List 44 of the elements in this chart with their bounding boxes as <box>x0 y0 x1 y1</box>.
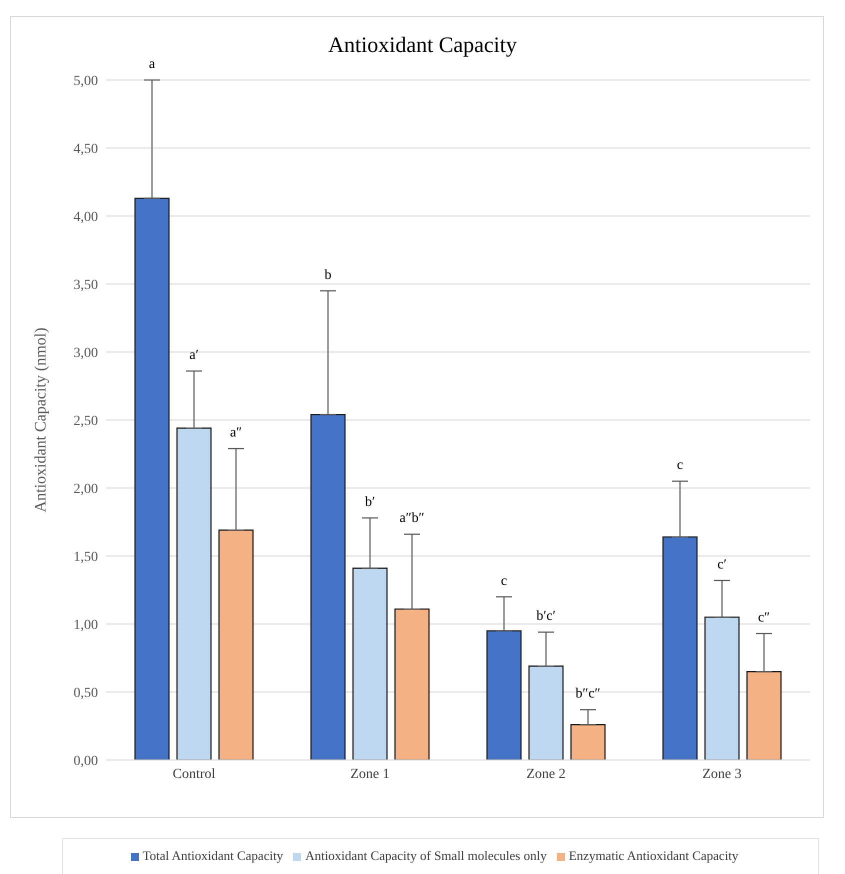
bar <box>134 198 170 760</box>
bar <box>218 530 254 760</box>
legend-label: Total Antioxidant Capacity <box>142 848 284 863</box>
text: a <box>148 57 156 72</box>
bar <box>570 724 606 760</box>
x-tick-label: Control <box>172 766 216 782</box>
x-tick-label: Zone 3 <box>702 766 742 782</box>
bar <box>662 536 698 760</box>
annotation: c <box>500 574 508 589</box>
bar <box>746 671 782 760</box>
annotation: a′ <box>189 348 199 364</box>
y-tick-label: 3,50 <box>74 278 98 293</box>
annotation: b′c′ <box>536 609 556 624</box>
y-tick-label: 1,50 <box>74 550 98 565</box>
legend-label: Enzymatic Antioxidant Capacity <box>568 848 738 863</box>
x-tick-label: Zone 1 <box>350 766 390 782</box>
x-tick-label: Zone 2 <box>526 766 566 782</box>
annotation: c′ <box>717 557 727 572</box>
y-tick-label: 5,00 <box>74 74 98 89</box>
y-tick-label: 0,50 <box>74 686 98 701</box>
y-axis-title: Antioxidant Capacity (nmol) <box>32 328 50 512</box>
annotation: c″ <box>758 610 770 626</box>
bar <box>176 428 212 760</box>
bar <box>352 568 388 760</box>
bar <box>528 666 564 760</box>
bar <box>310 414 346 760</box>
annotation: a″ <box>230 426 242 441</box>
bar <box>486 630 522 760</box>
y-tick-label: 1,00 <box>74 618 98 633</box>
legend-label: Antioxidant Capacity of Small molecules only <box>305 848 547 863</box>
y-tick-label: 4,50 <box>74 142 98 157</box>
y-tick-label: 0,00 <box>74 754 98 769</box>
bar <box>394 608 430 760</box>
annotation: b <box>324 268 332 283</box>
y-tick-label: 2,50 <box>74 414 98 429</box>
annotation: b″c″ <box>576 686 601 702</box>
annotation: b′ <box>364 494 376 510</box>
y-tick-label: 3,00 <box>74 346 98 361</box>
chart-title: Antioxidant Capacity <box>327 32 518 58</box>
annotation: a″b″ <box>400 511 425 526</box>
annotation: c <box>676 458 684 474</box>
y-tick-label: 2,00 <box>74 482 98 497</box>
y-tick-label: 4,00 <box>74 210 98 225</box>
bar <box>704 616 740 760</box>
